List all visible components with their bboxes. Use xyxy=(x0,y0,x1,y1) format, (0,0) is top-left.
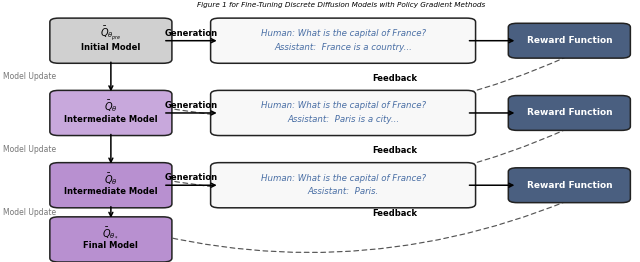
Text: Reward Function: Reward Function xyxy=(527,181,612,190)
Text: $\bar{Q}_{\theta_*}$: $\bar{Q}_{\theta_*}$ xyxy=(102,226,120,240)
FancyBboxPatch shape xyxy=(508,23,630,58)
Text: Final Model: Final Model xyxy=(83,241,138,250)
Text: Generation: Generation xyxy=(164,29,218,38)
Text: Model Update: Model Update xyxy=(3,145,56,154)
FancyBboxPatch shape xyxy=(50,18,172,63)
Text: $\bar{Q}_{\theta}$: $\bar{Q}_{\theta}$ xyxy=(104,99,118,114)
Text: Feedback: Feedback xyxy=(372,74,417,83)
Text: Human: What is the capital of France?: Human: What is the capital of France? xyxy=(260,29,426,38)
Text: Model Update: Model Update xyxy=(3,72,56,81)
Text: Feedback: Feedback xyxy=(372,146,417,155)
Text: Initial Model: Initial Model xyxy=(81,43,141,52)
Text: Generation: Generation xyxy=(164,173,218,182)
Text: Feedback: Feedback xyxy=(372,209,417,218)
FancyBboxPatch shape xyxy=(50,90,172,135)
FancyBboxPatch shape xyxy=(211,18,476,63)
Text: Assistant:  France is a country...: Assistant: France is a country... xyxy=(274,43,412,52)
FancyBboxPatch shape xyxy=(50,217,172,262)
FancyBboxPatch shape xyxy=(211,163,476,208)
Text: Figure 1 for Fine-Tuning Discrete Diffusion Models with Policy Gradient Methods: Figure 1 for Fine-Tuning Discrete Diffus… xyxy=(198,2,486,8)
Text: Assistant:  Paris.: Assistant: Paris. xyxy=(307,187,379,196)
Text: Intermediate Model: Intermediate Model xyxy=(64,187,157,196)
Text: Reward Function: Reward Function xyxy=(527,36,612,45)
Text: Human: What is the capital of France?: Human: What is the capital of France? xyxy=(260,173,426,183)
Text: Assistant:  Paris is a city...: Assistant: Paris is a city... xyxy=(287,115,399,124)
FancyBboxPatch shape xyxy=(50,163,172,208)
FancyBboxPatch shape xyxy=(508,168,630,203)
Text: Generation: Generation xyxy=(164,101,218,110)
Text: Model Update: Model Update xyxy=(3,208,56,217)
FancyBboxPatch shape xyxy=(211,90,476,135)
Text: $\bar{Q}_{\theta_{pre}}$: $\bar{Q}_{\theta_{pre}}$ xyxy=(100,25,122,43)
Text: Reward Function: Reward Function xyxy=(527,108,612,117)
FancyBboxPatch shape xyxy=(508,96,630,130)
Text: Intermediate Model: Intermediate Model xyxy=(64,115,157,124)
Text: $\bar{Q}_{\theta}$: $\bar{Q}_{\theta}$ xyxy=(104,171,118,187)
Text: Human: What is the capital of France?: Human: What is the capital of France? xyxy=(260,101,426,110)
